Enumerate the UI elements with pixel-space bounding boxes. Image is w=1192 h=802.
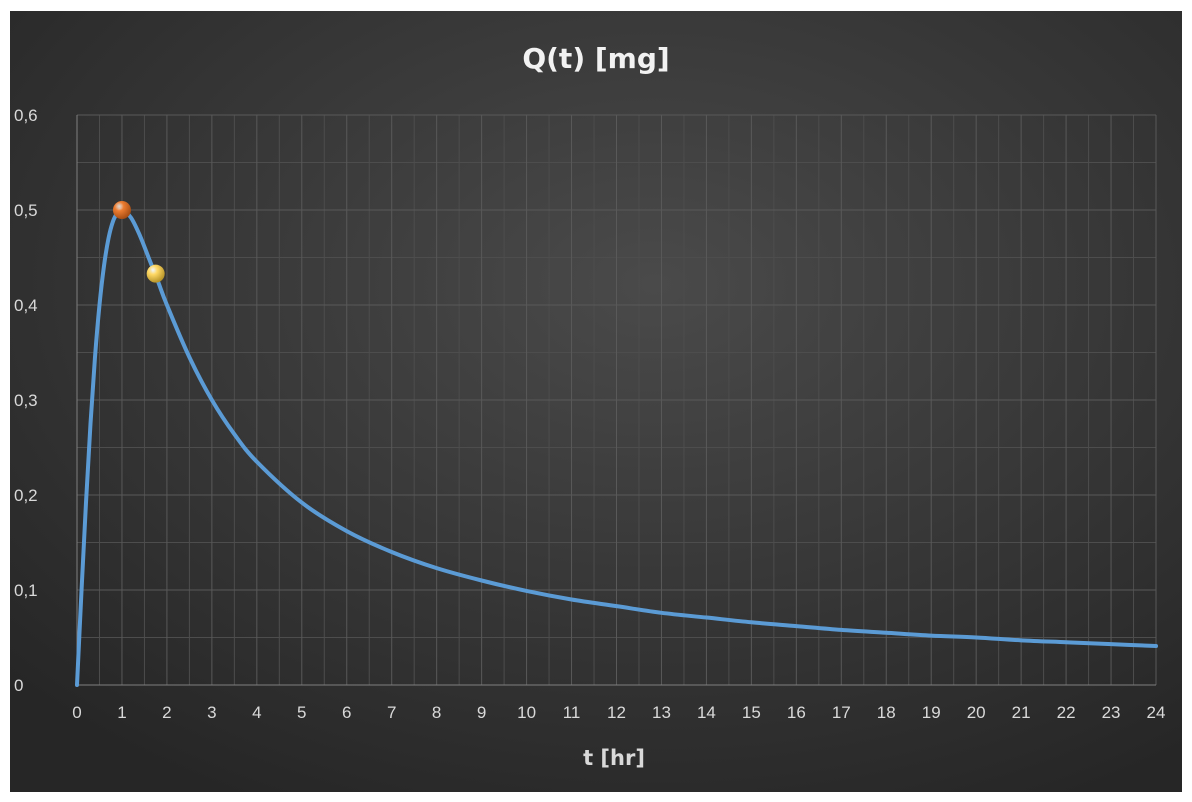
x-tick-label: 12	[607, 703, 626, 722]
x-tick-label: 3	[207, 703, 216, 722]
data-point-marker	[112, 201, 131, 219]
x-tick-label: 9	[477, 703, 486, 722]
x-tick-label: 15	[742, 703, 761, 722]
x-tick-label: 21	[1012, 703, 1031, 722]
series-line	[75, 207, 1158, 687]
grid	[77, 114, 1157, 685]
y-tick-label: 0,4	[14, 296, 38, 315]
y-tick-label: 0,1	[14, 581, 38, 600]
chart-frame: 0 1 2 3 4 5 6 7 8 9 10 11 12 13 14 15 16 17 18 19 20 21 22 23 24…	[10, 11, 1182, 792]
x-tick-label: 7	[387, 703, 396, 722]
x-tick-label: 4	[252, 703, 261, 722]
x-tick-label: 14	[697, 703, 716, 722]
chart-title: Q(t) [mg]	[522, 42, 669, 75]
x-tick-label: 13	[652, 703, 671, 722]
x-tick-label: 23	[1102, 703, 1121, 722]
x-tick-label: 1	[117, 703, 126, 722]
y-tick-label: 0,3	[14, 391, 38, 410]
x-tick-label: 11	[563, 703, 581, 722]
chart-background	[10, 11, 1182, 792]
x-tick-label: 22	[1057, 703, 1076, 722]
x-tick-label: 17	[832, 703, 851, 722]
x-tick-label: 20	[967, 703, 986, 722]
y-tick-label: 0,5	[14, 201, 38, 220]
y-tick-label: 0,6	[14, 106, 38, 125]
x-tick-label: 19	[922, 703, 941, 722]
x-tick-label: 10	[517, 703, 536, 722]
y-tick-label: 0,2	[14, 486, 38, 505]
x-tick-label: 16	[787, 703, 806, 722]
x-tick-label: 8	[432, 703, 441, 722]
series	[75, 207, 1158, 687]
x-tick-label: 2	[162, 703, 171, 722]
data-point-marker	[146, 264, 165, 283]
axes: 0 1 2 3 4 5 6 7 8 9 10 11 12 13 14 15 16 17 18 19 20 21 22 23 24…	[14, 106, 1165, 722]
x-axis-title: t [hr]	[583, 746, 645, 770]
x-tick-label: 5	[297, 703, 306, 722]
x-tick-label: 0	[72, 703, 81, 722]
x-tick-label: 6	[342, 703, 351, 722]
y-tick-label: 0	[14, 676, 23, 695]
x-tick-label: 24	[1147, 703, 1166, 722]
markers	[112, 201, 165, 283]
chart: 0 1 2 3 4 5 6 7 8 9 10 11 12 13 14 15 16 17 18 19 20 21 22 23 24…	[10, 11, 1182, 792]
x-tick-label: 18	[877, 703, 896, 722]
